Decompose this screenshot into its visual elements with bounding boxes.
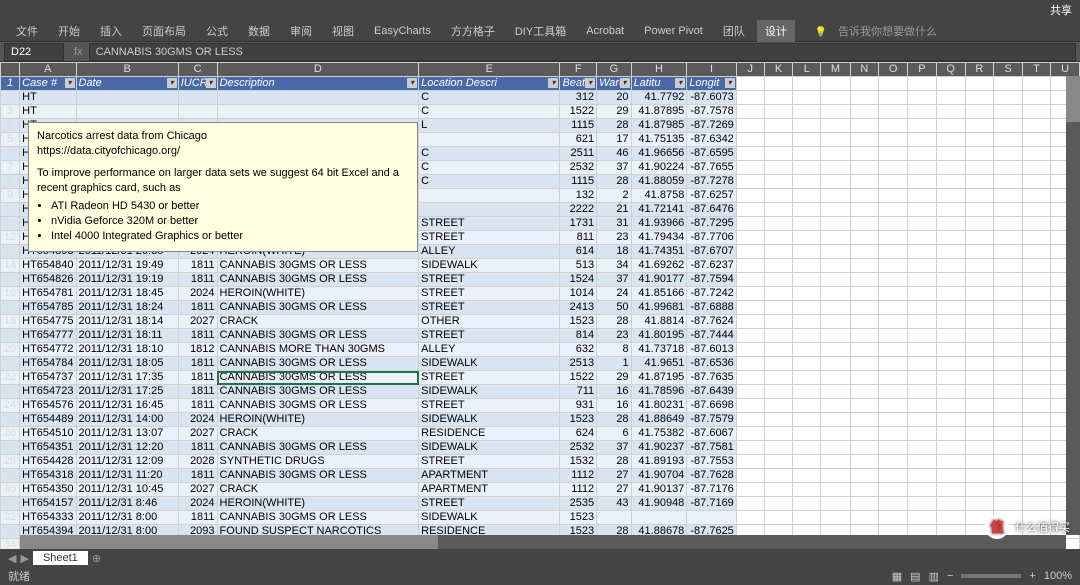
view-layout-icon[interactable]: ▤ [910, 570, 920, 583]
tab-insert[interactable]: 插入 [92, 20, 130, 42]
tab-review[interactable]: 审阅 [282, 20, 320, 42]
tab-powerpivot[interactable]: Power Pivot [636, 22, 711, 40]
zoom-in-icon[interactable]: + [1029, 570, 1035, 582]
name-box[interactable]: D22 [4, 43, 64, 61]
share-button[interactable]: 共享 [1050, 2, 1072, 18]
tell-me[interactable]: 💡 告诉我你想要做什么 [807, 20, 953, 42]
status-bar: 就绪 ▦ ▤ ▥ − + 100% [0, 567, 1080, 585]
tab-diy[interactable]: DIY工具箱 [507, 20, 574, 42]
sheet-tab[interactable]: Sheet1 [33, 551, 88, 565]
ribbon-tabs: 文件 开始 插入 页面布局 公式 数据 审阅 视图 EasyCharts 方方格… [0, 20, 1080, 42]
tab-nav-icon[interactable]: ◀ [8, 552, 16, 565]
watermark: 值什么值得买 [985, 515, 1070, 539]
tab-view[interactable]: 视图 [324, 20, 362, 42]
sheet-tabs: ◀ ▶ Sheet1 ⊕ [0, 549, 1080, 567]
zoom-level[interactable]: 100% [1044, 570, 1072, 582]
add-sheet-icon[interactable]: ⊕ [92, 552, 101, 565]
fx-icon[interactable]: fx [68, 46, 89, 58]
tab-nav-icon[interactable]: ▶ [20, 552, 28, 565]
scrollbar-horizontal[interactable] [20, 535, 1066, 549]
titlebar: 共享 [0, 0, 1080, 20]
tab-acrobat[interactable]: Acrobat [578, 22, 632, 40]
tab-team[interactable]: 团队 [715, 20, 753, 42]
tab-easycharts[interactable]: EasyCharts [366, 22, 439, 40]
tooltip: Narcotics arrest data from Chicago https… [28, 122, 418, 252]
worksheet: ABCDEFGHIJKLMNOPQRSTU1Case #▾Date▾IUCR▾D… [0, 62, 1080, 549]
tab-data[interactable]: 数据 [240, 20, 278, 42]
tab-ffgz[interactable]: 方方格子 [443, 20, 503, 42]
zoom-out-icon[interactable]: − [947, 570, 953, 582]
tab-file[interactable]: 文件 [8, 20, 46, 42]
formula-bar: D22 fx CANNABIS 30GMS OR LESS [0, 42, 1080, 62]
tab-design[interactable]: 设计 [757, 20, 795, 42]
tab-formulas[interactable]: 公式 [198, 20, 236, 42]
zoom-slider[interactable] [961, 574, 1021, 578]
status-ready: 就绪 [8, 568, 30, 584]
scrollbar-vertical[interactable] [1066, 76, 1080, 535]
tab-layout[interactable]: 页面布局 [134, 20, 194, 42]
formula-input[interactable]: CANNABIS 30GMS OR LESS [89, 43, 1076, 61]
tab-home[interactable]: 开始 [50, 20, 88, 42]
view-normal-icon[interactable]: ▦ [892, 570, 902, 583]
view-break-icon[interactable]: ▥ [929, 570, 939, 583]
